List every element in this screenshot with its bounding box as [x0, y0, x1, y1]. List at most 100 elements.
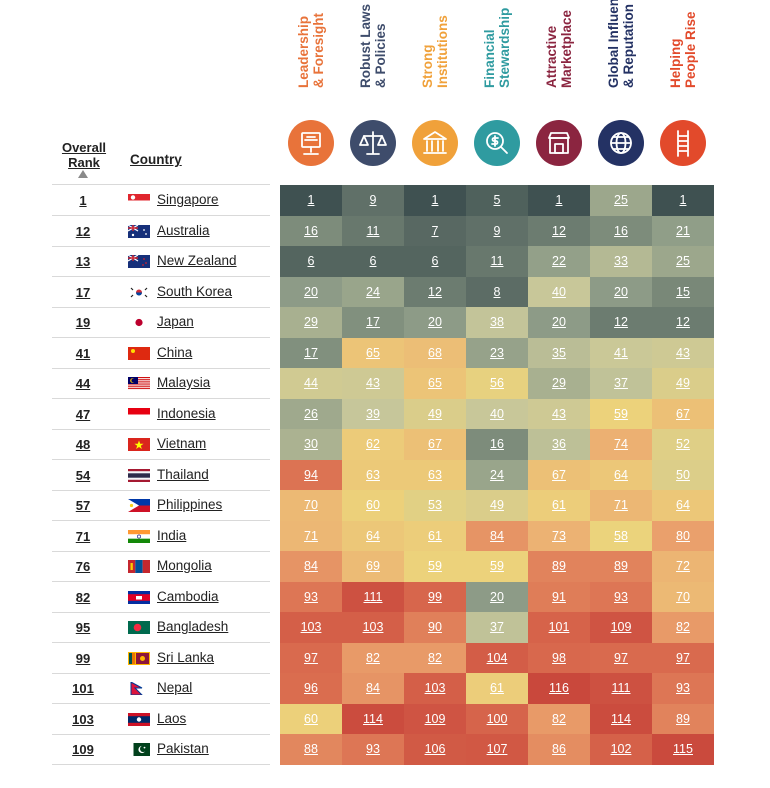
- heatmap-cell[interactable]: [590, 246, 652, 277]
- heatmap-cell[interactable]: [528, 490, 590, 521]
- heatmap-cell[interactable]: [590, 429, 652, 460]
- heatmap-cell[interactable]: [466, 307, 528, 338]
- heatmap-cell[interactable]: [466, 246, 528, 277]
- heatmap-cell[interactable]: [528, 215, 590, 246]
- heatmap-cell[interactable]: [342, 398, 404, 429]
- country-link[interactable]: South Korea: [157, 283, 233, 299]
- heatmap-cell[interactable]: [528, 551, 590, 582]
- heatmap-cell[interactable]: [280, 276, 342, 307]
- heatmap-cell[interactable]: [466, 612, 528, 643]
- heatmap-cell[interactable]: [528, 368, 590, 399]
- overall-rank-cell[interactable]: 57: [75, 498, 91, 513]
- heatmap-cell[interactable]: [466, 215, 528, 246]
- heatmap-cell[interactable]: [590, 612, 652, 643]
- heatmap-cell[interactable]: [590, 398, 652, 429]
- heatmap-cell[interactable]: [280, 185, 342, 216]
- overall-rank-cell[interactable]: 82: [75, 589, 91, 605]
- heatmap-cell[interactable]: [652, 734, 714, 765]
- heatmap-cell[interactable]: [280, 246, 342, 277]
- heatmap-cell[interactable]: [280, 703, 342, 734]
- heatmap-cell[interactable]: [342, 642, 404, 673]
- heatmap-cell[interactable]: [404, 459, 466, 490]
- overall-rank-cell[interactable]: 47: [75, 406, 91, 422]
- heatmap-cell[interactable]: [342, 185, 404, 216]
- overall-rank-cell[interactable]: 103: [72, 711, 94, 727]
- country-link[interactable]: Nepal: [157, 680, 193, 695]
- heatmap-cell[interactable]: [280, 429, 342, 460]
- heatmap-cell[interactable]: [404, 581, 466, 612]
- sort-ascending-icon[interactable]: [78, 170, 88, 178]
- overall-rank-cell[interactable]: 95: [75, 620, 91, 635]
- country-link[interactable]: India: [157, 527, 187, 543]
- heatmap-cell[interactable]: [280, 337, 342, 368]
- heatmap-cell[interactable]: [404, 703, 466, 734]
- overall-rank-cell[interactable]: 99: [75, 650, 91, 666]
- heatmap-cell[interactable]: [466, 276, 528, 307]
- country-link[interactable]: Australia: [157, 222, 210, 238]
- pillar-label-3[interactable]: Strong Institutions: [405, 10, 465, 118]
- heatmap-cell[interactable]: [342, 337, 404, 368]
- heatmap-cell[interactable]: [590, 459, 652, 490]
- heatmap-cell[interactable]: [280, 734, 342, 765]
- country-link[interactable]: New Zealand: [157, 253, 237, 268]
- heatmap-cell[interactable]: [404, 276, 466, 307]
- heatmap-cell[interactable]: [590, 551, 652, 582]
- heatmap-cell[interactable]: [652, 520, 714, 551]
- heatmap-cell[interactable]: [404, 398, 466, 429]
- institution-building-icon[interactable]: [412, 120, 458, 166]
- heatmap-cell[interactable]: [404, 307, 466, 338]
- ladder-icon[interactable]: [660, 120, 706, 166]
- heatmap-cell[interactable]: [404, 185, 466, 216]
- pillar-label-6[interactable]: Global Influence & Reputation: [591, 0, 651, 118]
- heatmap-cell[interactable]: [528, 734, 590, 765]
- heatmap-cell[interactable]: [528, 612, 590, 643]
- heatmap-cell[interactable]: [590, 215, 652, 246]
- overall-rank-header[interactable]: Overall Rank: [61, 140, 107, 170]
- heatmap-cell[interactable]: [342, 429, 404, 460]
- heatmap-cell[interactable]: [590, 703, 652, 734]
- heatmap-cell[interactable]: [652, 337, 714, 368]
- heatmap-cell[interactable]: [404, 520, 466, 551]
- heatmap-cell[interactable]: [528, 276, 590, 307]
- country-link[interactable]: Laos: [157, 710, 187, 726]
- pillar-label-4[interactable]: Financial Stewardship: [467, 8, 527, 118]
- heatmap-cell[interactable]: [280, 490, 342, 521]
- overall-rank-cell[interactable]: 54: [75, 467, 91, 483]
- heatmap-cell[interactable]: [404, 490, 466, 521]
- country-link[interactable]: Japan: [157, 314, 194, 329]
- country-link[interactable]: China: [157, 344, 193, 360]
- country-link[interactable]: Cambodia: [157, 588, 219, 604]
- heatmap-cell[interactable]: [466, 429, 528, 460]
- heatmap-cell[interactable]: [590, 520, 652, 551]
- heatmap-cell[interactable]: [590, 337, 652, 368]
- country-link[interactable]: Pakistan: [157, 741, 209, 756]
- heatmap-cell[interactable]: [652, 703, 714, 734]
- overall-rank-cell[interactable]: 19: [75, 315, 91, 330]
- overall-rank-cell[interactable]: 44: [75, 376, 91, 391]
- overall-rank-cell[interactable]: 71: [75, 528, 91, 544]
- money-magnifier-icon[interactable]: [474, 120, 520, 166]
- heatmap-cell[interactable]: [280, 520, 342, 551]
- country-link[interactable]: Singapore: [157, 192, 219, 207]
- pillar-label-7[interactable]: Helping People Rise: [653, 10, 713, 118]
- heatmap-cell[interactable]: [652, 307, 714, 338]
- heatmap-cell[interactable]: [404, 368, 466, 399]
- heatmap-cell[interactable]: [404, 215, 466, 246]
- heatmap-cell[interactable]: [528, 185, 590, 216]
- heatmap-cell[interactable]: [466, 490, 528, 521]
- heatmap-cell[interactable]: [528, 642, 590, 673]
- heatmap-cell[interactable]: [528, 673, 590, 704]
- heatmap-cell[interactable]: [404, 642, 466, 673]
- overall-rank-cell[interactable]: 41: [75, 345, 91, 361]
- heatmap-cell[interactable]: [342, 246, 404, 277]
- overall-rank-cell[interactable]: 101: [72, 681, 94, 696]
- globe-icon[interactable]: [598, 120, 644, 166]
- heatmap-cell[interactable]: [466, 337, 528, 368]
- heatmap-cell[interactable]: [590, 734, 652, 765]
- heatmap-cell[interactable]: [342, 276, 404, 307]
- heatmap-cell[interactable]: [280, 459, 342, 490]
- heatmap-cell[interactable]: [342, 520, 404, 551]
- heatmap-cell[interactable]: [652, 581, 714, 612]
- country-link[interactable]: Sri Lanka: [157, 649, 215, 665]
- country-link[interactable]: Malaysia: [157, 375, 211, 390]
